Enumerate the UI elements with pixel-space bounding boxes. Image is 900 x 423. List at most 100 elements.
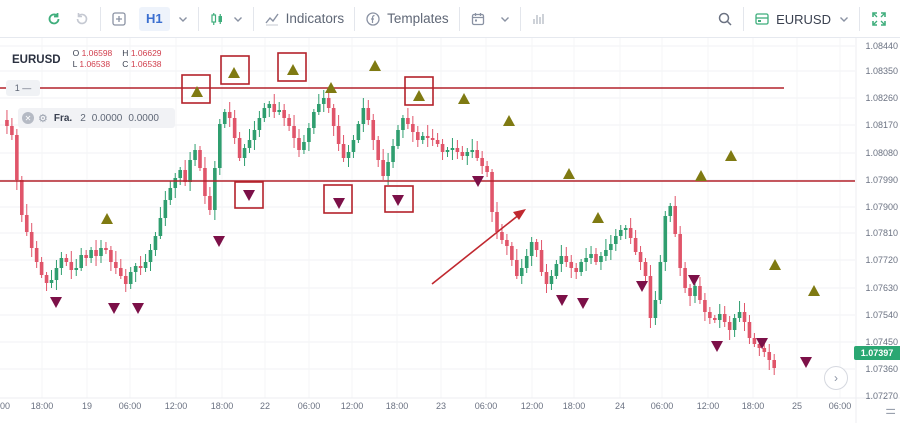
- candle-body: [420, 136, 425, 140]
- candle-body: [579, 262, 583, 272]
- candle-body: [614, 236, 618, 244]
- indicators-button[interactable]: Indicators: [258, 0, 351, 38]
- candle-body: [425, 136, 430, 138]
- candle-body: [371, 120, 376, 140]
- fullscreen-button[interactable]: [864, 6, 894, 32]
- chart-type-selector[interactable]: [203, 0, 249, 38]
- templates-button[interactable]: Templates: [359, 0, 455, 38]
- candle-body: [470, 150, 475, 152]
- arrow-right-icon: ›: [834, 371, 838, 385]
- candle-body: [208, 196, 212, 210]
- candle-body: [737, 312, 742, 318]
- fractal-up-marker: [413, 90, 425, 101]
- candle-body: [153, 236, 158, 250]
- symbol-value[interactable]: EURUSD: [776, 11, 831, 27]
- highlight-box: [220, 55, 250, 85]
- fractal-up-marker: [369, 60, 381, 71]
- candle-body: [703, 300, 707, 312]
- toolbar-divider: [519, 6, 521, 31]
- timeframe-value[interactable]: H1: [139, 6, 170, 31]
- calendar-icon[interactable]: [470, 11, 486, 27]
- toolbar-left-spacer: [0, 0, 40, 38]
- highlight-box: [404, 76, 434, 106]
- chevron-down-icon[interactable]: [500, 14, 510, 24]
- candle-body: [39, 262, 44, 275]
- toolbar-divider: [252, 6, 254, 31]
- calendar-selector[interactable]: [464, 0, 516, 38]
- search-icon: [717, 11, 733, 27]
- axis-settings-button[interactable]: ⚌: [885, 403, 896, 417]
- time-tick-label: 12:00: [520, 401, 544, 411]
- pane-tag[interactable]: 1 —: [6, 80, 40, 96]
- candle-body: [341, 144, 346, 158]
- symbol-selector[interactable]: EURUSD: [748, 0, 855, 38]
- toolbar-divider: [458, 6, 460, 31]
- fractal-down-marker: [333, 198, 345, 209]
- candle-body: [539, 250, 544, 272]
- compare-bars-button[interactable]: [525, 6, 553, 32]
- candle-body: [460, 152, 465, 156]
- chevron-down-icon[interactable]: [178, 14, 188, 24]
- close-icon[interactable]: ✕: [22, 112, 34, 124]
- fractal-down-marker: [688, 275, 700, 286]
- fractal-up-marker: [725, 150, 737, 161]
- highlight-box: [234, 181, 264, 209]
- candle-body: [321, 98, 326, 104]
- candle-body: [505, 240, 509, 246]
- price-tick-label: 1.08440: [865, 41, 898, 51]
- candle-body: [54, 268, 59, 280]
- candle-body: [559, 256, 564, 264]
- candle-body: [252, 130, 257, 140]
- candle-body: [218, 124, 222, 168]
- time-tick-label: 18:00: [741, 401, 765, 411]
- price-tick-label: 1.07990: [865, 175, 898, 185]
- redo-button[interactable]: [68, 6, 96, 32]
- scroll-to-latest-button[interactable]: ›: [824, 366, 848, 390]
- price-chart[interactable]: [0, 38, 900, 423]
- time-tick-label: 25: [791, 401, 803, 411]
- indicator-name: Fra.: [53, 112, 73, 124]
- candles-icon[interactable]: [209, 11, 225, 27]
- candle-body: [683, 268, 687, 288]
- chart-legend: EURUSD O 1.06598 H 1.06629 L 1.06538 C 1…: [12, 48, 162, 70]
- chevron-down-icon[interactable]: [839, 14, 849, 24]
- candle-body: [198, 150, 202, 168]
- settings-icon: ⚌: [885, 403, 896, 417]
- candle-body: [628, 228, 633, 238]
- candle-body: [643, 262, 648, 276]
- timeframe-selector[interactable]: H1: [133, 0, 194, 38]
- candle-body: [584, 258, 588, 262]
- toolbar-divider: [197, 6, 199, 31]
- candle-body: [237, 138, 242, 158]
- indicator-legend-row[interactable]: ✕ ⚙ Fra. 2 0.0000 0.0000: [18, 108, 175, 128]
- fractal-up-marker: [228, 67, 240, 78]
- undo-button[interactable]: [40, 6, 68, 32]
- candle-body: [361, 108, 366, 124]
- fractal-down-marker: [213, 236, 225, 247]
- price-tick-label: 1.07900: [865, 202, 898, 212]
- fractal-down-marker: [132, 303, 144, 314]
- candle-body: [663, 216, 668, 262]
- candle-body: [742, 312, 747, 322]
- candle-body: [544, 272, 549, 284]
- candle-body: [203, 168, 207, 196]
- highlight-box: [384, 185, 414, 213]
- chart-area[interactable]: [0, 38, 900, 423]
- candle-body: [475, 150, 479, 158]
- bars-icon: [531, 11, 547, 27]
- candle-body: [109, 250, 113, 262]
- add-symbol-button[interactable]: [105, 6, 133, 32]
- fractal-up-marker: [503, 115, 515, 126]
- search-button[interactable]: [711, 6, 739, 32]
- candle-body: [317, 104, 321, 112]
- candle-body: [44, 275, 49, 283]
- candle-body: [450, 148, 455, 150]
- gear-icon[interactable]: ⚙: [38, 112, 48, 125]
- candle-body: [24, 215, 29, 232]
- fractal-down-marker: [756, 338, 768, 349]
- price-tick-label: 1.07540: [865, 310, 898, 320]
- time-tick-label: 06:00: [118, 401, 142, 411]
- chevron-down-icon[interactable]: [233, 14, 243, 24]
- price-tick-label: 1.08350: [865, 66, 898, 76]
- candle-body: [119, 268, 123, 276]
